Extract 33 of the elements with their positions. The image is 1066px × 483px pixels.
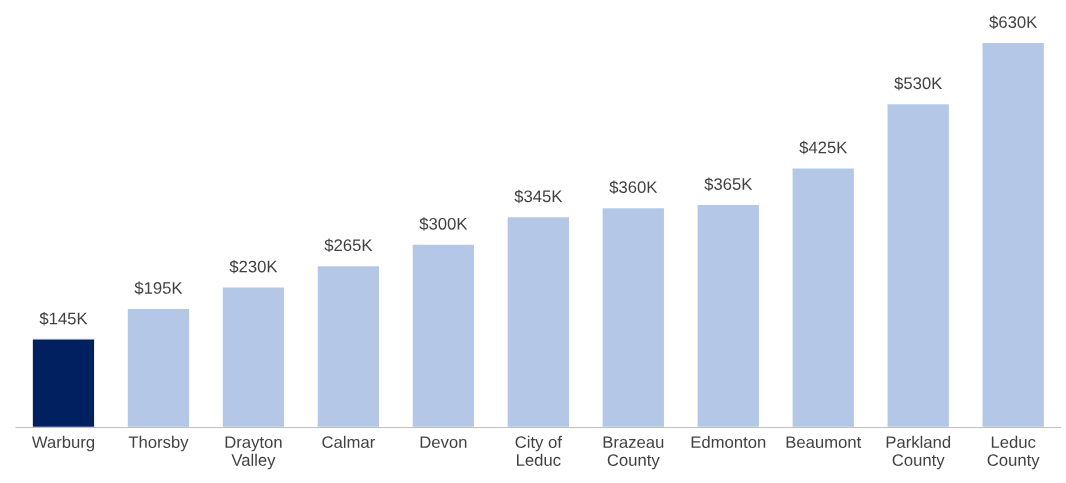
data-label: $265K [324,238,373,253]
x-tick-label: Warburg [31,435,95,452]
x-tick-label: Thorsby [128,435,189,452]
bar [791,167,856,428]
x-tick-label: Calmar [322,435,375,449]
data-label: $145K [39,311,88,326]
bar [316,264,381,428]
data-label: $360K [609,180,658,195]
data-label: $230K [229,259,278,274]
data-label: $530K [894,76,943,91]
x-tick-label: Edmonton [691,435,766,449]
data-label: $345K [514,189,563,204]
data-label: $300K [419,217,468,231]
bar [696,203,761,428]
bar [411,243,476,428]
bar [221,286,286,428]
bar [601,206,666,428]
bar [126,307,191,428]
data-label: $365K [704,177,753,191]
bar [31,338,96,428]
data-label: $425K [799,140,848,155]
x-tick-label: Leduc County [987,435,1040,470]
bar [981,41,1046,428]
bar [506,215,571,428]
bar [886,102,951,428]
x-tick-label: Devon [420,436,467,449]
x-tick-label: City of Leduc [515,435,562,466]
x-tick-label: Drayton Valley [225,436,282,470]
x-tick-label: Parkland County [886,435,951,470]
x-tick-label: Brazeau County [603,436,664,470]
x-tick-label: Beaumont [786,436,862,449]
data-label: $195K [134,281,183,295]
data-label: $630K [989,15,1038,30]
